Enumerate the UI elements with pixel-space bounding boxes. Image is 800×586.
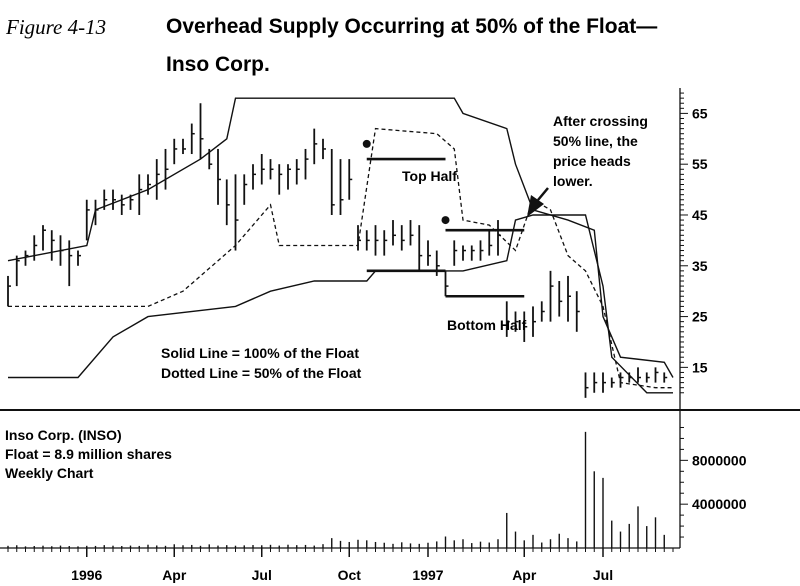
annotation-after-crossing: After crossing 50% line, the price heads…	[527, 113, 648, 217]
price-tick-label: 15	[692, 359, 708, 375]
x-tick-label: Apr	[162, 567, 187, 583]
info-company: Inso Corp. (INSO)	[5, 427, 122, 443]
legend-solid-line: Solid Line = 100% of the Float	[161, 345, 359, 361]
legend-dotted-line: Dotted Line = 50% of the Float	[161, 365, 362, 381]
price-plot	[7, 97, 674, 398]
volume-tick-label: 8000000	[692, 452, 747, 468]
arrow-shaft	[537, 187, 549, 201]
float-50pct-line	[8, 127, 673, 389]
figure-label: Figure 4-13	[5, 15, 106, 39]
annotation-bottom-half: Bottom Half	[447, 317, 527, 333]
peak-dot	[362, 139, 371, 148]
x-tick-label: Jul	[593, 567, 613, 583]
x-tick-label: 1996	[71, 567, 102, 583]
price-tick-label: 45	[692, 207, 708, 223]
peak-dot	[441, 216, 450, 225]
price-tick-label: 35	[692, 258, 708, 274]
price-tick-label: 25	[692, 309, 708, 325]
price-tick-label: 65	[692, 105, 708, 121]
annotation-after-crossing-line-4: lower.	[553, 173, 593, 189]
chart-title-line-2: Inso Corp.	[166, 53, 270, 76]
x-tick-label: Oct	[338, 567, 362, 583]
volume-tick-label: 4000000	[692, 496, 747, 512]
annotation-after-crossing-line-1: After crossing	[553, 113, 648, 129]
annotation-after-crossing-line-3: price heads	[553, 153, 631, 169]
chart-title-line-1: Overhead Supply Occurring at 50% of the …	[166, 15, 657, 38]
x-tick-label: Apr	[512, 567, 537, 583]
arrow-head-icon	[527, 195, 544, 217]
volume-plot	[7, 431, 665, 548]
x-tick-label: Jul	[252, 567, 272, 583]
info-float: Float = 8.9 million shares	[5, 446, 172, 462]
annotation-after-crossing-line-2: 50% line, the	[553, 133, 638, 149]
annotation-top-half: Top Half	[402, 168, 457, 184]
x-tick-label: 1997	[412, 567, 443, 583]
info-chart-type: Weekly Chart	[5, 465, 94, 481]
axes: 65 55 45 35 25 15 8000000 4000000 1996 Apr Jul Oct 1…	[0, 88, 800, 583]
price-tick-label: 55	[692, 156, 708, 172]
